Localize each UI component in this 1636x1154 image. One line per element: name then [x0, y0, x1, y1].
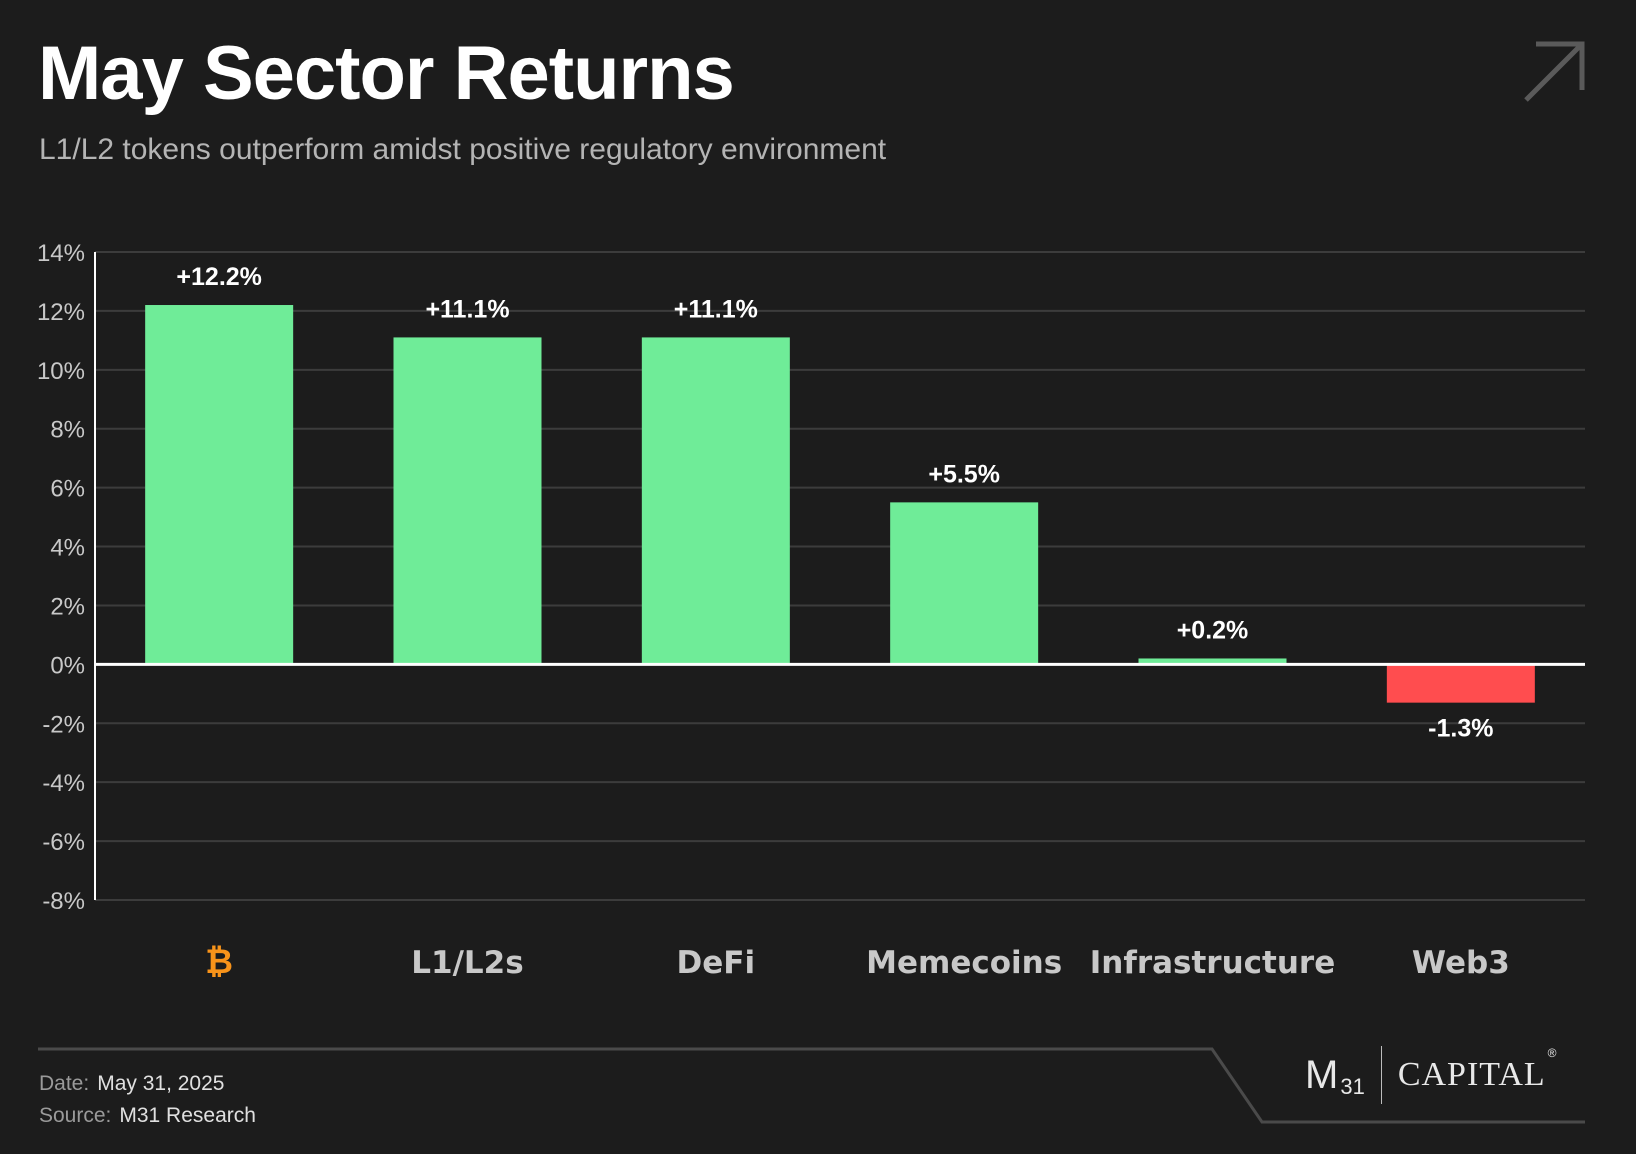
- bar: [890, 502, 1039, 665]
- y-tick-label: -6%: [42, 829, 85, 856]
- category-label: DeFi: [677, 945, 756, 981]
- logo-m: M: [1305, 1052, 1339, 1097]
- bar: [1386, 664, 1535, 703]
- logo-divider: [1380, 1046, 1382, 1104]
- data-label: +11.1%: [674, 295, 758, 323]
- y-tick-label: 12%: [37, 299, 85, 326]
- logo-31: 31: [1340, 1074, 1365, 1099]
- bar: [641, 337, 790, 665]
- data-label: +0.2%: [1177, 616, 1249, 644]
- date-value: May 31, 2025: [97, 1072, 225, 1095]
- y-tick-label: -8%: [42, 888, 85, 915]
- data-label: -1.3%: [1428, 715, 1493, 743]
- y-tick-label: 8%: [50, 417, 85, 444]
- category-label: Memecoins: [866, 945, 1062, 981]
- y-tick-label: 0%: [50, 652, 85, 679]
- y-tick-label: 10%: [37, 358, 85, 385]
- bitcoin-icon: ₿: [205, 942, 233, 982]
- source-value: M31 Research: [119, 1104, 256, 1127]
- y-tick-label: 14%: [37, 240, 85, 267]
- y-tick-label: 2%: [50, 593, 85, 620]
- chart-title: May Sector Returns: [38, 31, 735, 116]
- bar: [1138, 658, 1287, 665]
- bar: [393, 337, 542, 665]
- data-label: +12.2%: [176, 263, 262, 291]
- footer-source: Source: M31 Research: [39, 1104, 256, 1128]
- source-label: Source:: [39, 1104, 112, 1127]
- footer-date: Date: May 31, 2025: [39, 1072, 224, 1096]
- logo-capital: CAPITAL: [1397, 1056, 1546, 1093]
- y-tick-label: -2%: [42, 711, 85, 738]
- arrow-up-right-icon: [1524, 41, 1585, 102]
- category-label: Web3: [1412, 945, 1510, 981]
- category-label: Infrastructure: [1090, 945, 1336, 981]
- y-tick-label: 4%: [50, 535, 85, 562]
- m31-capital-logo: M 31 CAPITAL ®: [1305, 1045, 1557, 1105]
- date-label: Date:: [39, 1072, 90, 1095]
- y-tick-label: 6%: [50, 476, 85, 503]
- registered-mark: ®: [1547, 1046, 1557, 1060]
- category-label: L1/L2s: [411, 945, 523, 981]
- data-label: +5.5%: [928, 460, 1000, 488]
- chart-subtitle: L1/L2 tokens outperform amidst positive …: [39, 133, 887, 166]
- y-tick-label: -4%: [42, 770, 85, 797]
- data-label: +11.1%: [425, 295, 509, 323]
- bar: [145, 305, 294, 665]
